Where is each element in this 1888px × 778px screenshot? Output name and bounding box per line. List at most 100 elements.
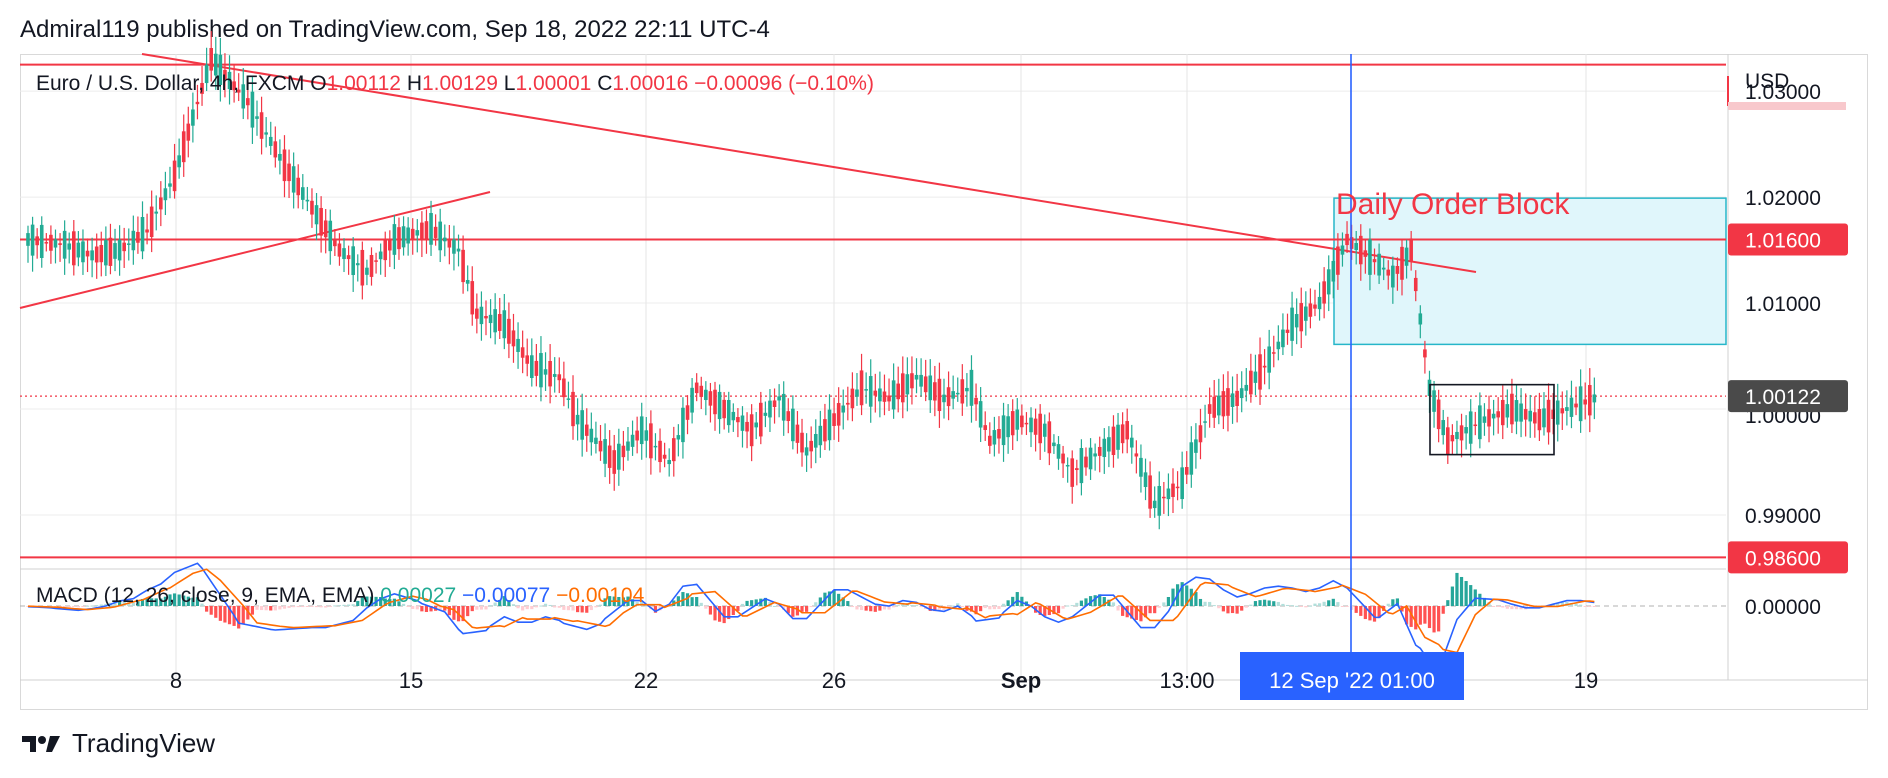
candle-body bbox=[410, 228, 415, 240]
candle-body bbox=[296, 177, 301, 196]
macd-histogram-bar bbox=[704, 606, 708, 609]
candle-body bbox=[520, 347, 525, 358]
macd-histogram-bar bbox=[168, 594, 172, 606]
macd-histogram-bar bbox=[589, 606, 593, 611]
macd-histogram-bar bbox=[1299, 606, 1303, 607]
candle-body bbox=[997, 429, 1001, 439]
macd-histogram-bar bbox=[127, 602, 131, 606]
macd-histogram-bar bbox=[205, 606, 209, 612]
macd-histogram-bar bbox=[914, 605, 919, 607]
macd-histogram-bar bbox=[859, 606, 864, 611]
candle-body bbox=[1294, 314, 1299, 328]
candle-body bbox=[227, 71, 232, 90]
candle-body bbox=[859, 370, 864, 406]
candle-body bbox=[736, 417, 740, 423]
candle-body bbox=[117, 239, 122, 261]
macd-histogram-bar bbox=[1121, 606, 1125, 616]
macd-histogram-bar bbox=[310, 606, 314, 607]
macd-histogram-bar bbox=[713, 606, 717, 621]
macd-histogram-bar bbox=[557, 606, 561, 608]
macd-histogram-bar bbox=[172, 593, 177, 606]
candle-body bbox=[649, 423, 653, 459]
candle-body bbox=[30, 224, 35, 256]
macd-histogram-bar bbox=[420, 606, 424, 612]
macd-histogram-bar bbox=[237, 606, 241, 629]
candle-body bbox=[1500, 399, 1505, 426]
time-tick: 22 bbox=[634, 668, 658, 693]
candle-body bbox=[1523, 409, 1528, 420]
candle-body bbox=[658, 440, 662, 463]
candle-body bbox=[360, 249, 365, 286]
macd-histogram-bar bbox=[1226, 606, 1230, 614]
macd-histogram-bar bbox=[621, 597, 625, 606]
macd-histogram-bar bbox=[347, 604, 351, 606]
candle-body bbox=[763, 412, 768, 416]
macd-histogram-bar bbox=[1075, 602, 1079, 606]
macd-histogram-bar bbox=[653, 606, 658, 613]
candle-body bbox=[548, 360, 552, 387]
candle-body bbox=[694, 382, 699, 394]
macd-histogram-bar bbox=[1011, 596, 1015, 606]
candle-body bbox=[1047, 421, 1052, 454]
candle-body bbox=[1024, 422, 1029, 425]
macd-histogram-bar bbox=[731, 606, 735, 615]
candle-body bbox=[740, 415, 745, 431]
macd-histogram-bar bbox=[681, 592, 685, 606]
candle-body bbox=[72, 231, 76, 266]
candle-body bbox=[1281, 329, 1285, 348]
open-value: 1.00112 bbox=[326, 72, 401, 95]
macd-histogram-bar bbox=[772, 606, 777, 607]
candle-body bbox=[1029, 417, 1033, 433]
candle-body bbox=[1075, 468, 1079, 471]
macd-histogram-bar bbox=[1469, 585, 1473, 606]
candle-body bbox=[365, 267, 369, 275]
macd-histogram-bar bbox=[301, 606, 305, 608]
macd-histogram-bar bbox=[163, 596, 167, 606]
candle-body bbox=[26, 233, 30, 246]
macd-histogram-bar bbox=[182, 595, 186, 606]
low-value: 1.00001 bbox=[515, 72, 592, 95]
candle-body bbox=[969, 369, 974, 406]
candle-body bbox=[433, 226, 438, 238]
candle-body bbox=[960, 379, 965, 404]
change-value: −0.00096 (−0.10%) bbox=[694, 72, 874, 95]
candle-body bbox=[1432, 390, 1436, 412]
macd-histogram-bar bbox=[1272, 601, 1276, 606]
close-label: C bbox=[597, 72, 613, 95]
macd-histogram-bar bbox=[919, 606, 923, 608]
candle-body bbox=[1358, 235, 1363, 265]
macd-histogram-bar bbox=[974, 606, 978, 615]
macd-histogram-bar bbox=[864, 606, 868, 611]
candle-body bbox=[525, 355, 530, 364]
candle-body bbox=[1546, 399, 1551, 433]
macd-histogram-bar bbox=[502, 596, 506, 606]
candle-body bbox=[264, 132, 268, 135]
macd-histogram-bar bbox=[832, 590, 836, 606]
candle-body bbox=[1560, 408, 1565, 414]
candle-body bbox=[355, 263, 360, 266]
macd-histogram-bar bbox=[324, 606, 328, 608]
candle-body bbox=[809, 440, 813, 452]
macd-histogram-bar bbox=[805, 606, 809, 612]
macd-histogram-bar bbox=[118, 601, 122, 606]
candle-body bbox=[140, 216, 145, 252]
candle-body bbox=[813, 434, 818, 448]
candle-body bbox=[204, 64, 209, 84]
horizontal-levels bbox=[20, 63, 1726, 559]
macd-histogram-bar bbox=[594, 606, 598, 608]
candle-body bbox=[259, 112, 264, 139]
macd-histogram-bar bbox=[1230, 606, 1235, 614]
candle-body bbox=[333, 239, 337, 247]
macd-histogram-bar bbox=[1322, 601, 1326, 606]
candle-body bbox=[607, 445, 612, 468]
candle-body bbox=[1587, 385, 1592, 416]
candle-body bbox=[914, 374, 919, 380]
candle-body bbox=[1006, 416, 1010, 438]
candle-body bbox=[690, 387, 694, 413]
candle-body bbox=[1491, 413, 1496, 419]
candle-body bbox=[713, 389, 717, 415]
footer: TradingView bbox=[20, 728, 215, 759]
candle-body bbox=[562, 378, 566, 398]
macd-signal-value: −0.00104 bbox=[556, 584, 645, 607]
